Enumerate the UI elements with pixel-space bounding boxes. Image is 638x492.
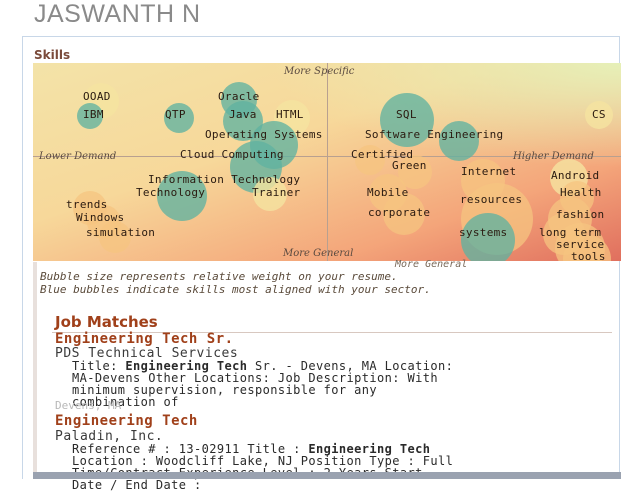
label-information-technology: Information Technology — [148, 173, 301, 186]
label-cloud-computing: Cloud Computing — [180, 148, 284, 161]
label-software-engineering: Software Engineering — [365, 128, 504, 141]
label-service: service — [556, 238, 605, 251]
label-green: Green — [392, 159, 427, 172]
bubble-cs — [585, 101, 613, 129]
job-matches-heading: Job Matches — [55, 313, 158, 331]
label-oracle: Oracle — [218, 90, 260, 103]
label-cs: CS — [592, 108, 606, 121]
bubble-ibm — [77, 103, 103, 129]
job-description: Reference # : 13-02911 Title : Engineeri… — [72, 443, 592, 491]
label-sql: SQL — [396, 108, 417, 121]
bubble-trainer — [253, 177, 287, 211]
chart-overflow-label: More General — [395, 259, 468, 270]
job-title-link[interactable]: Engineering Tech — [55, 413, 198, 429]
label-operating-systems: Operating Systems — [205, 128, 323, 141]
slide-title: JASWANTH N — [34, 0, 201, 28]
job-desc-line: Title: Engineering Tech Sr. - Devens, MA… — [72, 359, 454, 373]
bubble-sql — [380, 93, 434, 147]
label-resources: resources — [460, 193, 523, 206]
job-desc-line: Reference # : 13-02911 Title : Engineeri… — [72, 442, 431, 456]
skills-heading: Skills — [34, 48, 71, 62]
job-title-link[interactable]: Engineering Tech Sr. — [55, 331, 234, 347]
horizontal-axis — [33, 156, 621, 157]
bubble-size-note: Bubble size represents relative weight o… — [40, 270, 398, 283]
axis-label-top: More Specific — [284, 66, 355, 77]
label-java: Java — [229, 108, 257, 121]
label-qtp: QTP — [165, 108, 186, 121]
label-trainer: Trainer — [252, 186, 301, 199]
job-desc-line: minimum supervision, responsible for any — [72, 383, 377, 397]
label-tools: tools — [571, 250, 606, 261]
job-matches-divider — [52, 332, 612, 333]
blue-bubble-note: Blue bubbles indicate skills most aligne… — [40, 283, 431, 296]
axis-label-right: Higher Demand — [513, 151, 594, 162]
label-certified: Certified — [351, 148, 414, 161]
bubble-corporate — [383, 193, 425, 235]
label-ooad: OOAD — [83, 90, 111, 103]
label-fashion: fashion — [556, 208, 605, 221]
bubble-software-engineering — [439, 121, 479, 161]
bubble-certified — [355, 145, 385, 175]
job-desc-line: combination of — [72, 395, 179, 409]
vertical-axis — [327, 63, 328, 261]
label-android: Android — [551, 169, 600, 182]
bubble-information-technology — [157, 171, 207, 221]
job-company: PDS Technical Services — [55, 346, 239, 361]
axis-label-bottom: More General — [283, 248, 354, 259]
label-technology: Technology — [136, 186, 206, 199]
label-windows: Windows — [76, 211, 125, 224]
bubble-systems — [461, 213, 515, 261]
axis-label-left: Lower Demand — [39, 151, 117, 162]
label-health: Health — [560, 186, 602, 199]
label-internet: Internet — [461, 165, 517, 178]
job-description: Title: Engineering Tech Sr. - Devens, MA… — [72, 360, 592, 408]
bubble-qtp — [164, 103, 194, 133]
skills-bubble-chart: More Specific More General Lower Demand … — [33, 63, 621, 261]
bubble-simulation — [99, 221, 131, 253]
job-desc-line: Date / End Date : — [72, 478, 202, 492]
job-desc-line: Location : Woodcliff Lake, NJ Position T… — [72, 454, 454, 468]
label-corporate: corporate — [368, 206, 431, 219]
job-location: Devens, MA — [55, 399, 122, 412]
left-edge-strip — [33, 262, 37, 479]
job-company: Paladin, Inc. — [55, 429, 164, 444]
label-html: HTML — [276, 108, 304, 121]
label-ibm: IBM — [83, 108, 104, 121]
label-long-term: long term — [539, 226, 602, 239]
label-trends: trends — [66, 198, 108, 211]
bottom-edge-strip — [33, 472, 621, 479]
label-simulation: simulation — [86, 226, 156, 239]
job-desc-line: MA-Devens Other Locations: Job Descripti… — [72, 371, 438, 385]
label-systems: systems — [459, 226, 508, 239]
label-mobile: Mobile — [367, 186, 409, 199]
